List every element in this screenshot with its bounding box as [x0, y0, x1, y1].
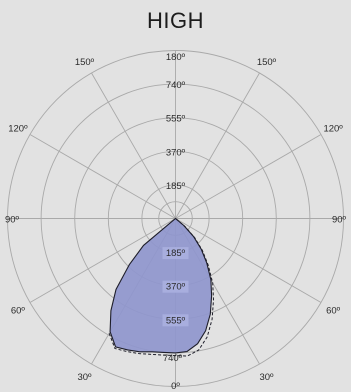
label-layer: 185º 185º 370º 370º 555º 555º 740º 740º 180º 0º 15… [5, 52, 347, 392]
radial-label-lower-3: 740º [163, 353, 183, 364]
angle-label-right-150: 150º [257, 57, 277, 68]
grid-spoke-240 [29, 134, 176, 219]
angle-label-right-90: 90º [332, 215, 347, 226]
radial-label-upper-3: 740º [166, 80, 186, 91]
radial-label-upper-1: 370º [166, 147, 186, 158]
grid-spoke-150 [175, 72, 260, 219]
angle-label-right-120: 120º [323, 124, 343, 135]
distribution-layer [108, 217, 215, 357]
chart-title: HIGH [147, 8, 204, 33]
radial-label-lower-2: 555º [166, 315, 186, 326]
grid-spoke-60 [175, 218, 322, 303]
radial-label-bg-2 [162, 314, 189, 327]
grid-spoke-210 [91, 72, 176, 219]
radial-label-upper-2: 555º [166, 114, 186, 125]
radial-label-lower-0: 185º [166, 248, 186, 259]
radial-label-bg-0 [162, 247, 189, 260]
angle-label-left-150: 150º [75, 57, 95, 68]
angle-label-left-30: 30º [77, 372, 92, 383]
grid-spoke-300 [29, 218, 176, 303]
radial-label-lower-1: 370º [166, 282, 186, 293]
angle-label-right-30: 30º [259, 372, 274, 383]
grid-spoke-120 [175, 134, 322, 219]
radial-label-upper-0: 185º [166, 181, 186, 192]
angle-label-left-90: 90º [5, 215, 20, 226]
angle-label-left-60: 60º [11, 306, 26, 317]
radial-label-bg-1 [162, 280, 189, 293]
angle-label-top: 180º [166, 52, 186, 63]
angle-label-bottom: 0º [171, 381, 180, 392]
distribution-curve-solid [109, 217, 213, 354]
angle-label-left-120: 120º [8, 124, 28, 135]
angle-label-right-60: 60º [326, 306, 341, 317]
